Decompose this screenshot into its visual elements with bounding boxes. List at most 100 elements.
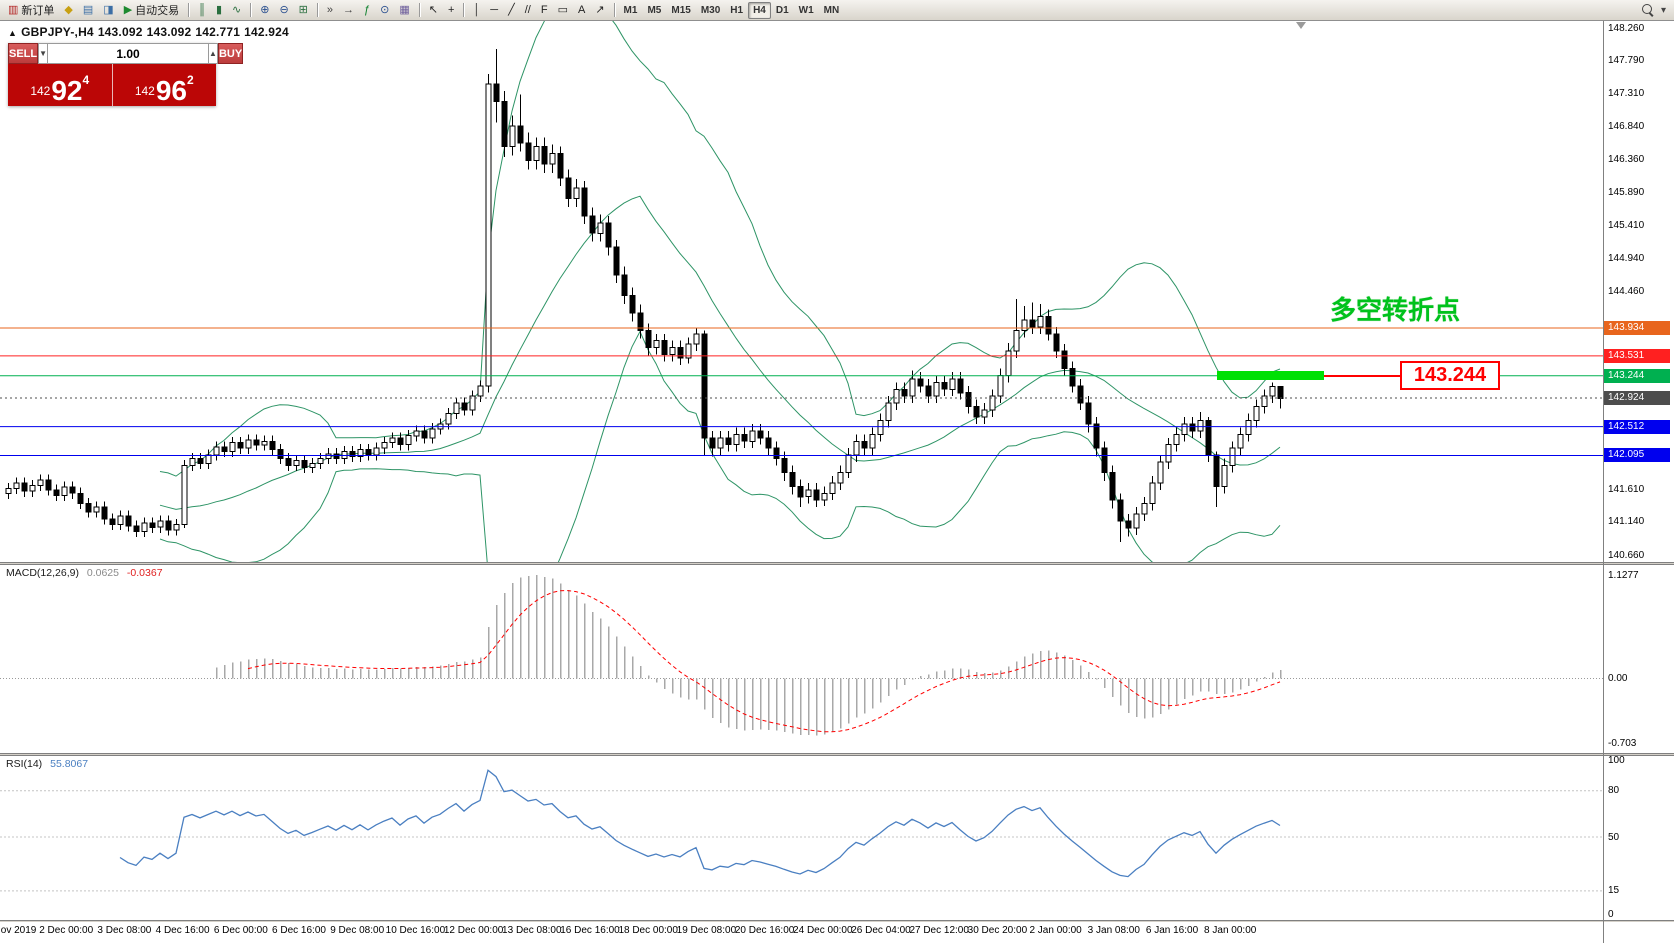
timeframe-w1-button[interactable]: W1 — [798, 4, 814, 16]
time-axis-label: 6 Jan 16:00 — [1145, 925, 1199, 936]
new-order-button[interactable]: ▥ 新订单 — [3, 0, 59, 20]
toolbar-separator — [188, 3, 190, 17]
one-click-trading-panel: SELL ▼ ▲ BUY 142 92 4 142 96 2 — [8, 43, 244, 106]
rsi-axis-label: 15 — [1608, 885, 1620, 897]
volume-input[interactable] — [48, 43, 209, 64]
chart-shift-marker[interactable] — [1296, 22, 1306, 29]
line-chart-icon[interactable]: ∿ — [227, 0, 246, 20]
buy-price-sup: 2 — [187, 73, 194, 87]
price-axis-tick: 145.410 — [1608, 220, 1645, 232]
toolbar-overflow-icon[interactable]: ▾ — [1660, 4, 1666, 16]
cursor-icon: ↖ — [428, 3, 438, 16]
macd-pane[interactable] — [0, 565, 1603, 753]
bar-chart-icon[interactable]: ║ — [193, 0, 211, 20]
time-axis-label: 27 Dec 12:00 — [909, 925, 969, 936]
volume-increase-button[interactable]: ▲ — [208, 43, 218, 64]
text-icon[interactable]: A — [573, 0, 590, 20]
rsi-panel-separator[interactable] — [0, 753, 1674, 756]
periods-icon[interactable]: ⊙ — [375, 0, 394, 20]
shapes-icon[interactable]: ▭ — [553, 0, 573, 20]
toolbar-separator — [316, 3, 318, 17]
rsi-pane[interactable] — [0, 756, 1603, 920]
toolbar-buttons: ▥ 新订单 ◆ ▤ ◨ ▶ 自动交易 ║ ▮ ∿ ⊕ ⊖ ⊞ » → ƒ ⊙ ▦ ↖ + │ ─ ╱ // F ▭ A ↗ M1 M5 M1… — [0, 0, 844, 20]
sell-button[interactable]: SELL — [8, 43, 39, 64]
quote-close: 142.924 — [244, 25, 289, 39]
tile-windows-icon[interactable]: ⊞ — [294, 0, 313, 20]
templates-icon[interactable]: ▦ — [394, 0, 414, 20]
macd-axis-label: 0.00 — [1608, 672, 1628, 684]
autotrading-button[interactable]: ▶ 自动交易 — [119, 0, 184, 20]
navigator-icon[interactable]: ◨ — [98, 0, 118, 20]
rsi-axis-label: 80 — [1608, 785, 1620, 797]
zoom-out-button[interactable]: ⊖ — [274, 0, 293, 20]
market-watch-icon[interactable]: ▤ — [78, 0, 98, 20]
volume-decrease-button[interactable]: ▼ — [38, 43, 49, 64]
zoom-in-icon: ⊕ — [260, 3, 270, 16]
fibonacci-icon: F — [540, 3, 548, 16]
cursor-icon[interactable]: ↖ — [424, 0, 443, 20]
fibonacci-icon[interactable]: F — [536, 0, 553, 20]
time-axis-label: 10 Dec 16:00 — [385, 925, 446, 936]
horizontal-line-icon[interactable]: ─ — [485, 0, 503, 20]
price-axis-tick: 148.260 — [1608, 22, 1645, 34]
zoom-in-button[interactable]: ⊕ — [255, 0, 274, 20]
toolbar-right: ▾ — [1641, 3, 1674, 17]
sell-price-small: 142 — [30, 84, 51, 98]
timeframe-h1-button[interactable]: H1 — [730, 4, 744, 16]
indicators-icon[interactable]: ƒ — [359, 0, 375, 20]
periods-icon: ⊙ — [380, 3, 390, 16]
price-chart-pane[interactable] — [0, 20, 1603, 562]
favorites-icon[interactable]: ◆ — [59, 0, 77, 20]
macd-histogram — [215, 575, 1282, 736]
time-axis-label: 16 Dec 16:00 — [560, 925, 620, 936]
turning-point-annotation[interactable]: 多空转折点 — [1330, 295, 1461, 325]
timeframe-d1-button[interactable]: D1 — [775, 4, 789, 16]
time-axis-label: 3 Jan 08:00 — [1087, 925, 1140, 936]
rsi-value: 55.8067 — [50, 758, 89, 770]
horizontal-line-icon: ─ — [490, 3, 499, 16]
auto-scroll-icon[interactable]: » — [322, 0, 338, 20]
macd-main-value: 0.0625 — [86, 567, 119, 579]
support-highlight-bar[interactable] — [1217, 371, 1324, 380]
price-axis-tick: 144.940 — [1608, 252, 1645, 264]
buy-button[interactable]: BUY — [217, 43, 244, 64]
time-axis-label: 13 Dec 08:00 — [502, 925, 562, 936]
level-price-box[interactable]: 143.244 — [1400, 361, 1500, 390]
price-level-badge: 143.244 — [1604, 368, 1670, 383]
time-axis-label: 8 Jan 00:00 — [1204, 925, 1257, 936]
rsi-axis-label: 50 — [1608, 831, 1620, 843]
buy-price[interactable]: 142 96 2 — [112, 64, 216, 106]
time-axis-label: 28 Nov 2019 — [0, 925, 37, 936]
price-level-badge: 143.934 — [1604, 320, 1670, 335]
macd-axis-label: -0.703 — [1608, 737, 1637, 749]
macd-axis-label: 1.1277 — [1608, 569, 1639, 581]
timeframe-h4-button[interactable]: H4 — [748, 1, 771, 19]
timeframe-m15-button[interactable]: M15 — [671, 4, 691, 16]
sell-price[interactable]: 142 92 4 — [8, 64, 113, 106]
timeframe-m1-button[interactable]: M1 — [623, 4, 638, 16]
price-axis-tick: 146.840 — [1608, 120, 1645, 132]
timeframe-mn-button[interactable]: MN — [823, 4, 840, 16]
price-axis-tick: 141.610 — [1608, 483, 1645, 495]
sell-price-sup: 4 — [82, 73, 90, 87]
bar-chart-icon: ║ — [198, 3, 206, 16]
chart-shift-icon[interactable]: → — [338, 0, 359, 20]
arrows-icon[interactable]: ↗ — [590, 0, 609, 20]
new-order-icon: ▥ — [8, 3, 19, 16]
channel-icon: // — [524, 3, 531, 16]
toolbar-separator — [463, 3, 465, 17]
channel-icon[interactable]: // — [520, 0, 536, 20]
timeframe-m5-button[interactable]: M5 — [647, 4, 662, 16]
line-chart-icon: ∿ — [232, 3, 242, 16]
symbol-period-label: GBPJPY-,H4 — [21, 25, 94, 39]
search-icon[interactable] — [1641, 3, 1655, 17]
time-axis-label: 2 Jan 00:00 — [1029, 925, 1082, 936]
trendline-icon[interactable]: ╱ — [503, 0, 520, 20]
vertical-line-icon[interactable]: │ — [468, 0, 485, 20]
macd-panel-separator[interactable] — [0, 562, 1674, 565]
candlestick-chart-icon[interactable]: ▮ — [211, 0, 227, 20]
chart-shift-icon: → — [343, 3, 355, 16]
timeframe-m30-button[interactable]: M30 — [700, 4, 721, 16]
crosshair-icon[interactable]: + — [443, 0, 459, 20]
time-axis-label: 19 Dec 08:00 — [676, 925, 737, 936]
